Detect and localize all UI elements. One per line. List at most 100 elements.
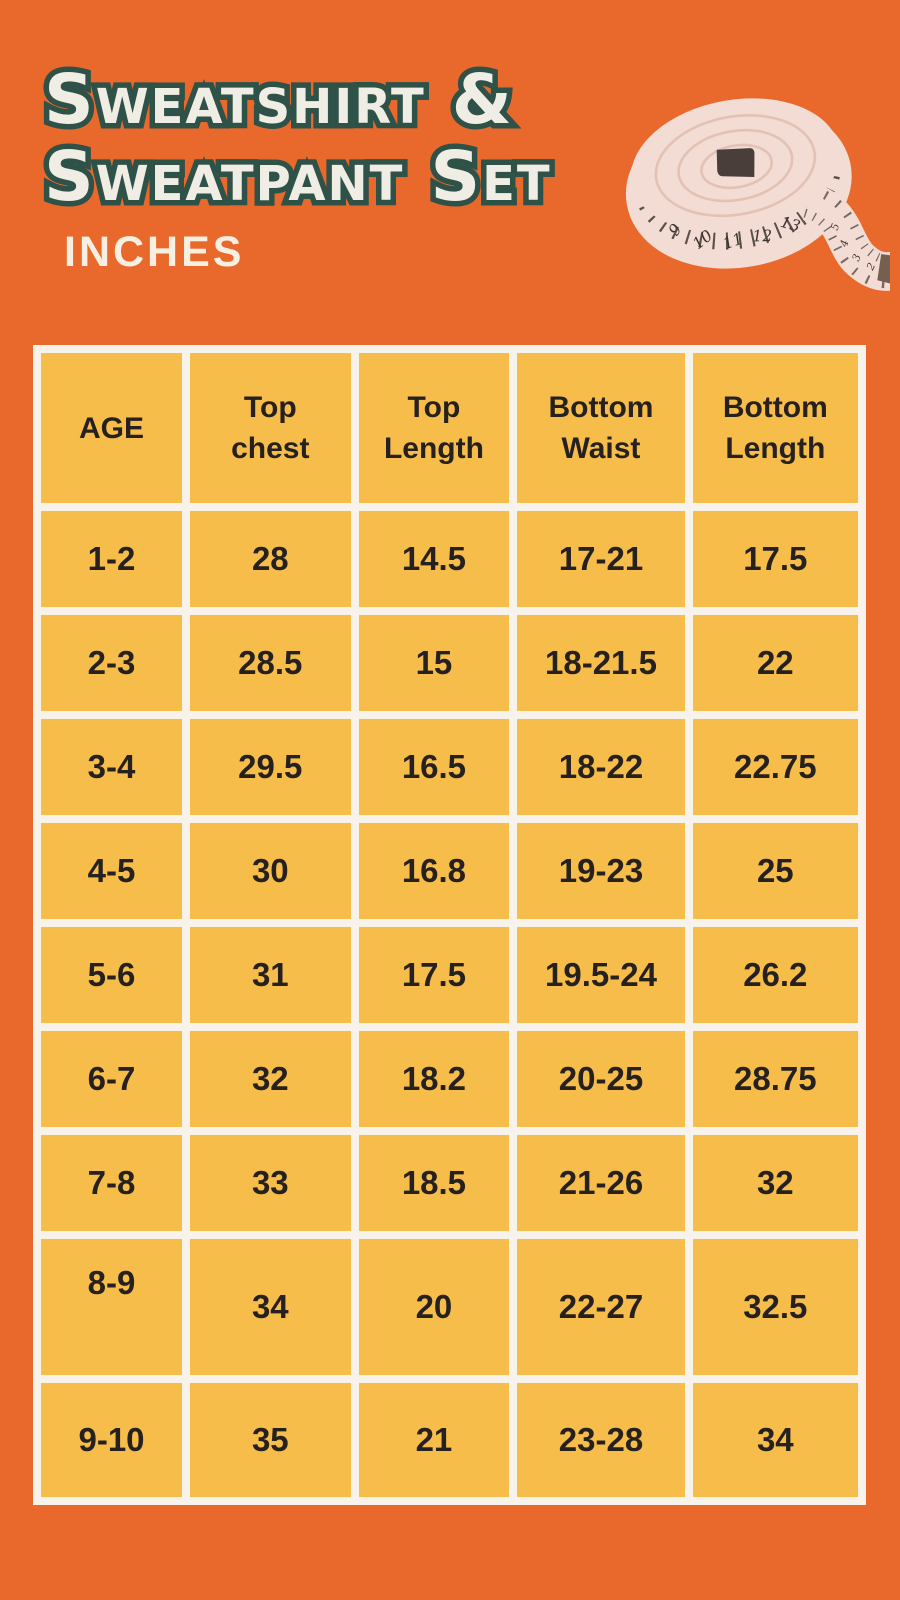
size-value: 28.5 [238,644,303,681]
tape-roll-ring [654,114,817,218]
size-value: 21 [415,1421,453,1458]
age-cell: 9-10 [41,1383,183,1497]
size-value: 20-25 [558,1060,644,1097]
size-value-cell: 19.5-24 [517,927,685,1023]
column-header-age: AGE [41,353,183,503]
size-value-cell: 34 [190,1239,351,1375]
tape-tail: 5 4 3 2 1 [801,182,890,291]
size-value-cell: 26.2 [692,927,858,1023]
size-value: 22.75 [734,748,817,785]
tape-tail-number: 5 [829,222,842,232]
size-value-cell: 18.5 [358,1135,510,1231]
size-value: 21-26 [558,1164,644,1201]
column-header-bottom-length: Bottom Length [692,353,858,503]
size-value: 16.5 [401,748,467,785]
page-title: Sweatshirt & Sweatshirt & Sweatpant Set … [39,56,556,221]
size-value: 17.5 [743,540,808,577]
column-header-top-length: Top Length [358,353,510,503]
size-value-cell: 20-25 [517,1031,685,1127]
tape-center-clip [716,148,755,178]
age-cell: 8-9 [41,1239,183,1375]
title-line-2-outline: Sweatpant Set [39,133,556,221]
size-value-cell: 32 [692,1135,858,1231]
size-value-cell: 18.2 [358,1031,510,1127]
age-cell: 7-8 [41,1135,183,1231]
size-value: 20 [415,1288,453,1325]
tape-end-tab [877,254,890,288]
size-value-cell: 15 [358,615,510,711]
size-value: 14.5 [401,540,467,577]
size-value-cell: 19-23 [517,823,685,919]
title-line-1: Sweatshirt & Sweatshirt & [39,56,552,144]
size-value-cell: 16.5 [358,719,510,815]
size-value-cell: 34 [692,1383,858,1497]
size-value-cell: 22.75 [692,719,858,815]
size-value-cell: 16.8 [358,823,510,919]
title-line-1-text: Sweatshirt & [44,60,514,140]
title-line-1-outline: Sweatshirt & [39,56,518,144]
tape-roll-number: 13 [778,212,802,236]
size-value: 31 [251,956,289,993]
size-value: 18.5 [401,1164,467,1201]
tape-roll-ring [700,143,773,190]
column-header-bottom-waist-label: Bottom Waist [548,391,654,465]
age-cell: 6-7 [41,1031,183,1127]
column-header-age-label: AGE [79,411,145,445]
size-value: 28 [251,540,289,577]
size-value: 32 [251,1060,289,1097]
size-value-cell: 28 [190,511,351,607]
age-cell: 2-3 [41,615,183,711]
size-value: 23-28 [558,1421,644,1458]
size-value: 18-22 [558,748,644,785]
size-value: 16.8 [401,852,467,889]
size-value-cell: 28.75 [692,1031,858,1127]
size-value-cell: 20 [358,1239,510,1375]
unit-label: INCHES [64,228,245,276]
column-header-bottom-length-label: Bottom Length [722,391,828,465]
size-value: 32.5 [743,1288,808,1325]
size-value: 30 [251,852,289,889]
size-value-cell: 23-28 [517,1383,685,1497]
size-value-cell: 18-21.5 [517,615,685,711]
size-value-cell: 18-22 [517,719,685,815]
tape-roll-ring [677,128,794,203]
size-value-cell: 32 [190,1031,351,1127]
size-value-cell: 22 [692,615,858,711]
size-value: 22-27 [558,1288,644,1325]
size-value: 32 [756,1164,794,1201]
size-value-cell: 33 [190,1135,351,1231]
size-value: 18-21.5 [545,644,657,681]
size-value: 22 [756,644,794,681]
age-value: 4-5 [87,852,136,889]
size-value-cell: 25 [692,823,858,919]
age-value: 8-9 [87,1264,136,1301]
size-value-cell: 32.5 [692,1239,858,1375]
age-value: 5-6 [87,956,136,993]
column-header-bottom-waist: Bottom Waist [517,353,685,503]
size-value: 18.2 [401,1060,467,1097]
age-value: 6-7 [87,1060,136,1097]
size-value-cell: 14.5 [358,511,510,607]
age-cell: 4-5 [41,823,183,919]
age-cell: 3-4 [41,719,183,815]
size-value-cell: 35 [190,1383,351,1497]
column-header-top-chest-label: Top chest [231,391,310,465]
size-value: 19-23 [558,852,644,889]
age-cell: 1-2 [41,511,183,607]
column-header-top-chest: Top chest [190,353,351,503]
size-value-cell: 21 [358,1383,510,1497]
age-value: 7-8 [87,1164,136,1201]
size-value: 19.5-24 [545,956,657,993]
age-cell: 5-6 [41,927,183,1023]
size-value-cell: 31 [190,927,351,1023]
size-value-cell: 21-26 [517,1135,685,1231]
size-value: 34 [756,1421,794,1458]
size-value-cell: 22-27 [517,1239,685,1375]
size-value: 26.2 [743,956,808,993]
size-value: 34 [251,1288,289,1325]
size-value: 15 [415,644,453,681]
size-value-cell: 17-21 [517,511,685,607]
tape-roll-number: 12 [752,226,773,246]
tape-tail-number: 4 [838,239,852,250]
